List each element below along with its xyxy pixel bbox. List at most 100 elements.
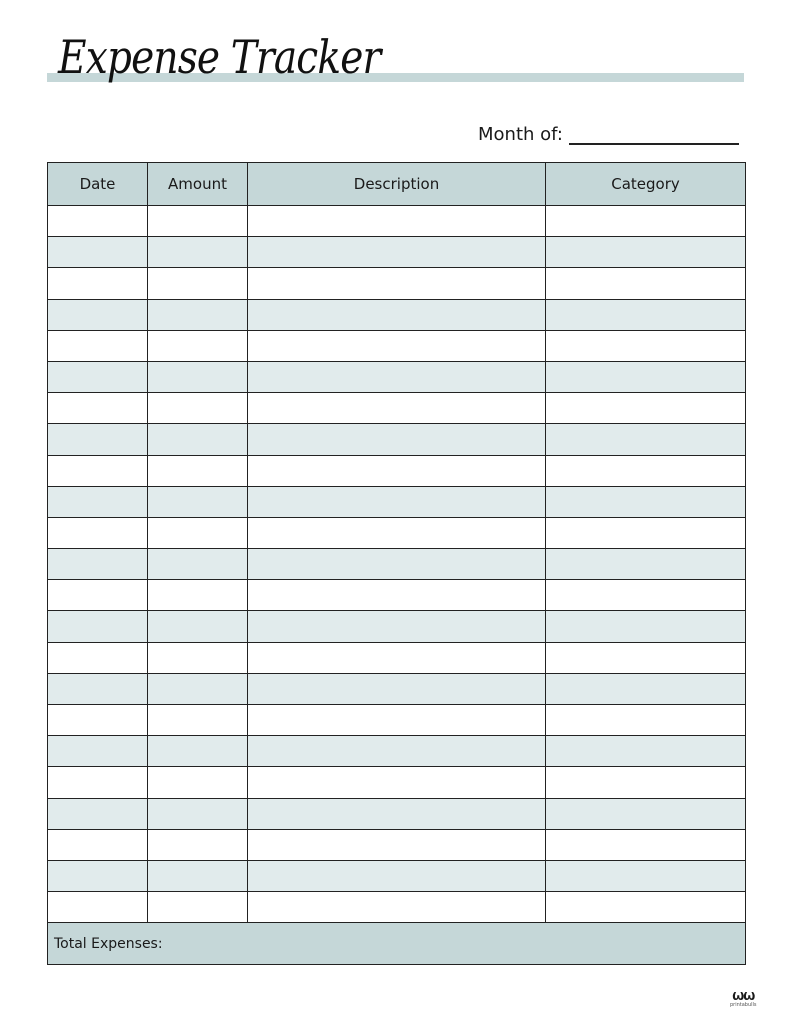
category-cell[interactable] <box>545 204 746 238</box>
category-cell[interactable] <box>545 329 746 362</box>
amount-cell[interactable] <box>147 298 248 331</box>
category-cell[interactable] <box>545 703 746 737</box>
date-cell[interactable] <box>47 423 148 456</box>
description-cell[interactable] <box>247 672 546 706</box>
amount-cell[interactable] <box>147 423 248 456</box>
amount-cell[interactable] <box>147 766 248 799</box>
category-cell[interactable] <box>545 236 746 269</box>
date-cell[interactable] <box>47 766 148 799</box>
date-cell[interactable] <box>47 548 148 581</box>
category-cell[interactable] <box>545 891 746 924</box>
amount-cell[interactable] <box>147 797 248 830</box>
amount-cell[interactable] <box>147 859 248 893</box>
amount-cell[interactable] <box>147 672 248 706</box>
amount-cell[interactable] <box>147 516 248 550</box>
amount-cell[interactable] <box>147 579 248 612</box>
amount-cell[interactable] <box>147 891 248 924</box>
description-cell[interactable] <box>247 423 546 456</box>
date-cell[interactable] <box>47 703 148 737</box>
description-cell[interactable] <box>247 360 546 394</box>
description-cell[interactable] <box>247 298 546 331</box>
description-cell[interactable] <box>247 329 546 362</box>
description-cell[interactable] <box>247 735 546 768</box>
description-cell[interactable] <box>247 766 546 799</box>
total-expenses-label[interactable]: Total Expenses: <box>47 922 746 966</box>
amount-cell[interactable] <box>147 610 248 643</box>
date-cell[interactable] <box>47 516 148 550</box>
amount-cell[interactable] <box>147 735 248 768</box>
description-cell[interactable] <box>247 548 546 581</box>
date-cell[interactable] <box>47 204 148 238</box>
date-cell[interactable] <box>47 828 148 861</box>
amount-cell[interactable] <box>147 329 248 362</box>
table-row <box>47 454 746 487</box>
amount-cell[interactable] <box>147 204 248 238</box>
description-cell[interactable] <box>247 703 546 737</box>
amount-cell[interactable] <box>147 267 248 300</box>
category-cell[interactable] <box>545 485 746 518</box>
description-cell[interactable] <box>247 610 546 643</box>
category-cell[interactable] <box>545 859 746 893</box>
category-cell[interactable] <box>545 516 746 550</box>
category-cell[interactable] <box>545 610 746 643</box>
category-cell[interactable] <box>545 267 746 300</box>
date-cell[interactable] <box>47 298 148 331</box>
description-cell[interactable] <box>247 828 546 861</box>
date-cell[interactable] <box>47 672 148 706</box>
amount-cell[interactable] <box>147 236 248 269</box>
header-amount: Amount <box>147 162 248 206</box>
category-cell[interactable] <box>545 672 746 706</box>
category-cell[interactable] <box>545 797 746 830</box>
month-input-line[interactable] <box>568 127 739 145</box>
date-cell[interactable] <box>47 797 148 830</box>
amount-cell[interactable] <box>147 641 248 674</box>
category-cell[interactable] <box>545 360 746 394</box>
category-cell[interactable] <box>545 641 746 674</box>
amount-cell[interactable] <box>147 828 248 861</box>
category-cell[interactable] <box>545 579 746 612</box>
date-cell[interactable] <box>47 267 148 300</box>
date-cell[interactable] <box>47 236 148 269</box>
description-cell[interactable] <box>247 267 546 300</box>
category-cell[interactable] <box>545 298 746 331</box>
amount-cell[interactable] <box>147 548 248 581</box>
category-cell[interactable] <box>545 548 746 581</box>
amount-cell[interactable] <box>147 360 248 394</box>
category-cell[interactable] <box>545 766 746 799</box>
amount-cell[interactable] <box>147 485 248 518</box>
amount-cell[interactable] <box>147 392 248 425</box>
amount-cell[interactable] <box>147 703 248 737</box>
printabulls-logo: ѠѠ printabulls <box>730 991 757 1008</box>
description-cell[interactable] <box>247 579 546 612</box>
date-cell[interactable] <box>47 360 148 394</box>
description-cell[interactable] <box>247 859 546 893</box>
amount-cell[interactable] <box>147 454 248 487</box>
description-cell[interactable] <box>247 797 546 830</box>
category-cell[interactable] <box>545 454 746 487</box>
date-cell[interactable] <box>47 579 148 612</box>
date-cell[interactable] <box>47 859 148 893</box>
date-cell[interactable] <box>47 641 148 674</box>
date-cell[interactable] <box>47 891 148 924</box>
category-cell[interactable] <box>545 735 746 768</box>
description-cell[interactable] <box>247 236 546 269</box>
date-cell[interactable] <box>47 485 148 518</box>
table-row <box>47 516 746 550</box>
description-cell[interactable] <box>247 485 546 518</box>
date-cell[interactable] <box>47 329 148 362</box>
category-cell[interactable] <box>545 828 746 861</box>
description-cell[interactable] <box>247 516 546 550</box>
category-cell[interactable] <box>545 423 746 456</box>
description-cell[interactable] <box>247 392 546 425</box>
table-row <box>47 766 746 799</box>
date-cell[interactable] <box>47 454 148 487</box>
description-cell[interactable] <box>247 204 546 238</box>
date-cell[interactable] <box>47 735 148 768</box>
description-cell[interactable] <box>247 454 546 487</box>
table-row <box>47 360 746 394</box>
description-cell[interactable] <box>247 641 546 674</box>
date-cell[interactable] <box>47 610 148 643</box>
date-cell[interactable] <box>47 392 148 425</box>
description-cell[interactable] <box>247 891 546 924</box>
category-cell[interactable] <box>545 392 746 425</box>
